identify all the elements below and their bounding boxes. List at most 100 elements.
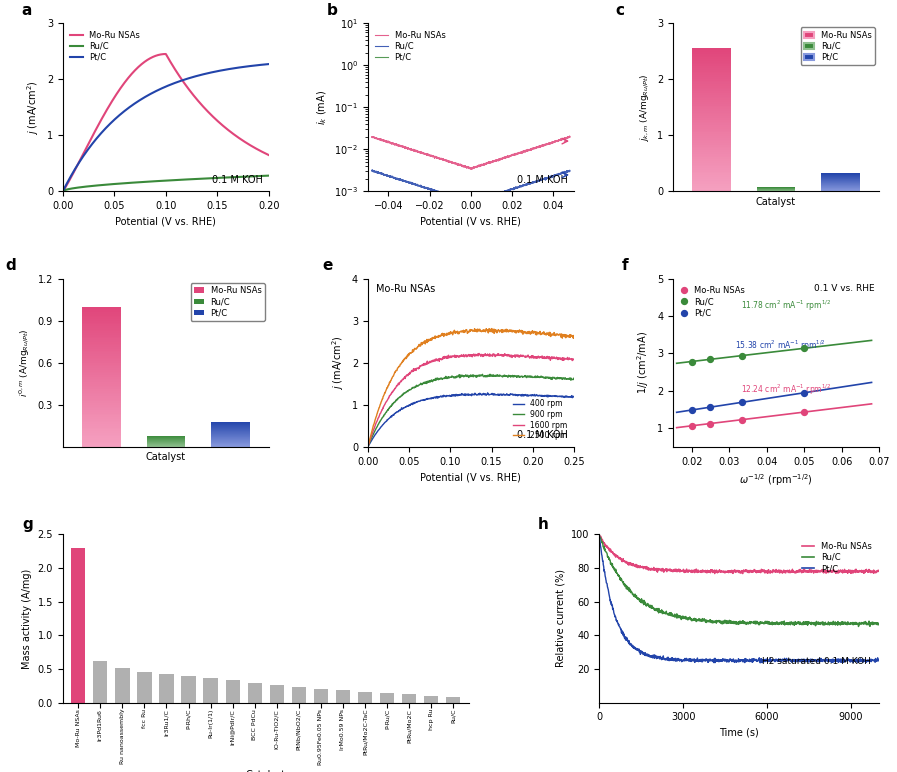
Bar: [692, 151, 731, 152]
Bar: [83, 361, 121, 363]
Point: [703, 418, 718, 430]
900 rpm: [457, 371, 467, 380]
Y-axis label: $j$ (mA/cm$^2$): $j$ (mA/cm$^2$): [25, 80, 41, 134]
Bar: [692, 168, 731, 170]
Bar: [692, 111, 731, 113]
Bar: [692, 102, 731, 103]
900 rpm: [569, 374, 579, 383]
Text: 0.1 M KOH: 0.1 M KOH: [212, 174, 263, 185]
Bar: [83, 316, 121, 317]
Bar: [692, 171, 731, 174]
Bar: [83, 412, 121, 414]
Text: H2 saturated 0.1 M KOH: H2 saturated 0.1 M KOH: [762, 656, 871, 665]
Bar: [692, 54, 731, 56]
Bar: [83, 436, 121, 438]
Bar: [83, 394, 121, 396]
Bar: [83, 442, 121, 443]
Bar: [83, 417, 121, 419]
Bar: [83, 375, 121, 377]
1600 rpm: [416, 361, 427, 370]
Y-axis label: $i^{0,m}$ (A/mg$_{Ru/Pt}$): $i^{0,m}$ (A/mg$_{Ru/Pt}$): [18, 329, 32, 397]
900 rpm: [416, 379, 427, 388]
Bar: [692, 114, 731, 117]
1600 rpm: [474, 349, 484, 358]
Bar: [83, 445, 121, 447]
2500 rpm: [457, 327, 467, 337]
400 rpm: [483, 388, 493, 398]
Bar: [115, 668, 129, 703]
Bar: [692, 93, 731, 95]
Text: 0.1 V vs. RHE: 0.1 V vs. RHE: [814, 284, 875, 293]
2500 rpm: [363, 439, 374, 449]
2500 rpm: [416, 338, 427, 347]
Bar: [692, 100, 731, 102]
Legend: Mo-Ru NSAs, Ru/C, Pt/C: Mo-Ru NSAs, Ru/C, Pt/C: [798, 539, 875, 577]
Bar: [83, 389, 121, 391]
Text: 0.1 M KOH: 0.1 M KOH: [517, 174, 568, 185]
Bar: [83, 385, 121, 388]
Bar: [83, 356, 121, 357]
Bar: [83, 310, 121, 312]
Text: c: c: [615, 3, 624, 18]
Bar: [692, 148, 731, 151]
Bar: [83, 414, 121, 415]
Bar: [83, 378, 121, 381]
X-axis label: Potential (V vs. RHE): Potential (V vs. RHE): [116, 217, 216, 227]
Bar: [692, 65, 731, 66]
Text: 11.78 cm$^2$ mA$^{-1}$ rpm$^{1/2}$: 11.78 cm$^2$ mA$^{-1}$ rpm$^{1/2}$: [741, 299, 831, 313]
Bar: [692, 56, 731, 57]
Bar: [692, 161, 731, 163]
Line: 2500 rpm: 2500 rpm: [369, 329, 574, 444]
Point: [684, 404, 699, 416]
Bar: [83, 312, 121, 313]
Bar: [83, 363, 121, 364]
Bar: [335, 690, 350, 703]
Bar: [692, 59, 731, 61]
Bar: [83, 324, 121, 326]
Bar: [83, 367, 121, 368]
Bar: [71, 548, 85, 703]
Text: d: d: [5, 259, 16, 273]
Bar: [692, 95, 731, 96]
Bar: [692, 122, 731, 124]
Bar: [83, 345, 121, 347]
900 rpm: [501, 371, 511, 381]
Bar: [83, 331, 121, 333]
Bar: [692, 177, 731, 179]
Text: 0.1 M KOH: 0.1 M KOH: [517, 430, 568, 440]
Bar: [692, 170, 731, 171]
Bar: [83, 313, 121, 316]
Bar: [692, 50, 731, 52]
Bar: [692, 181, 731, 182]
Bar: [692, 106, 731, 107]
Bar: [692, 137, 731, 140]
1600 rpm: [484, 351, 495, 361]
Bar: [692, 186, 731, 188]
X-axis label: $\omega^{-1/2}$ (rpm$^{-1/2}$): $\omega^{-1/2}$ (rpm$^{-1/2}$): [739, 472, 813, 488]
Y-axis label: Mass activity (A/mg): Mass activity (A/mg): [22, 568, 32, 669]
Point: [703, 401, 718, 413]
Bar: [83, 333, 121, 335]
900 rpm: [484, 370, 495, 379]
Bar: [83, 344, 121, 345]
Bar: [446, 697, 460, 703]
Bar: [692, 179, 731, 181]
400 rpm: [569, 391, 579, 401]
Bar: [692, 57, 731, 59]
Bar: [83, 401, 121, 403]
Bar: [83, 364, 121, 367]
Legend: Mo-Ru NSAs, Ru/C, Pt/C: Mo-Ru NSAs, Ru/C, Pt/C: [67, 27, 144, 65]
Bar: [314, 689, 328, 703]
Bar: [83, 403, 121, 405]
X-axis label: Time (s): Time (s): [719, 728, 759, 738]
Bar: [692, 154, 731, 156]
Bar: [692, 69, 731, 72]
Bar: [692, 66, 731, 68]
Bar: [692, 175, 731, 177]
Bar: [692, 96, 731, 98]
Bar: [692, 166, 731, 168]
Bar: [83, 330, 121, 331]
Bar: [692, 79, 731, 80]
Point: [735, 396, 749, 408]
Bar: [83, 357, 121, 359]
